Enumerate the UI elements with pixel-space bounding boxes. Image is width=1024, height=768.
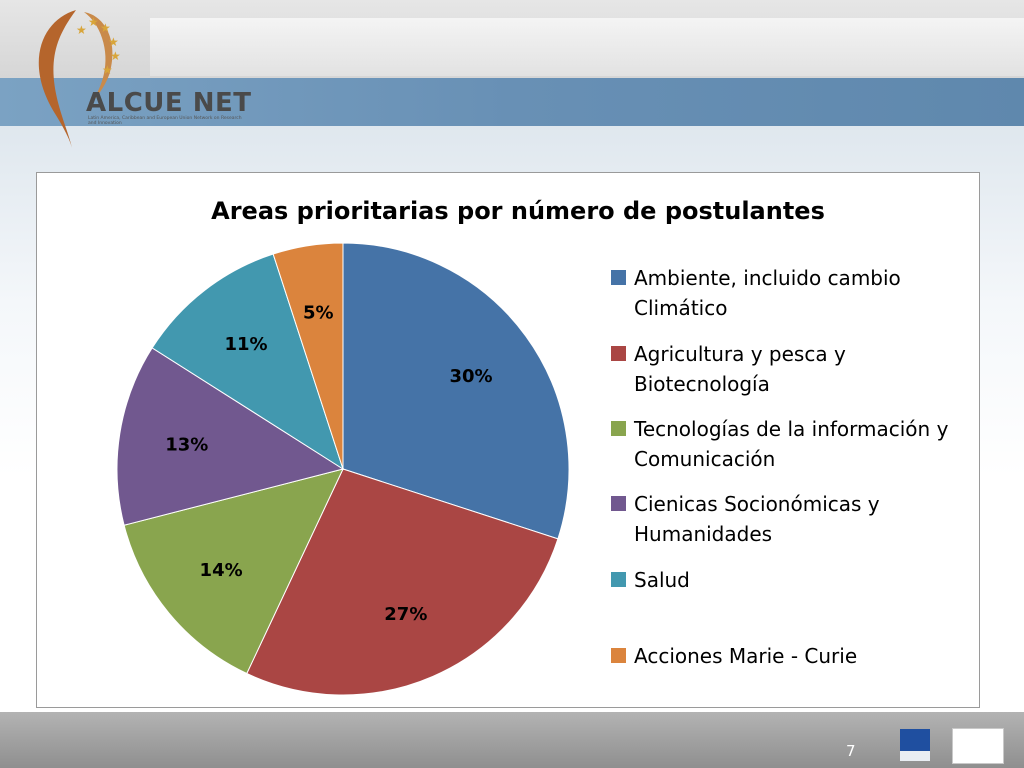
svg-text:★: ★ bbox=[110, 49, 121, 63]
legend-swatch bbox=[611, 346, 626, 361]
svg-text:★: ★ bbox=[88, 15, 99, 29]
fp7-logo-icon bbox=[952, 728, 1004, 764]
pie-slice bbox=[116, 347, 345, 526]
legend-swatch bbox=[611, 496, 626, 511]
svg-text:★: ★ bbox=[76, 23, 87, 37]
pie-slice bbox=[246, 468, 559, 696]
legend-swatch bbox=[611, 648, 626, 663]
logo-text: ALCUE NET bbox=[86, 88, 252, 118]
chart-title: Areas prioritarias por número de postula… bbox=[211, 197, 825, 225]
header-band bbox=[0, 78, 1024, 126]
pie-data-label: 30% bbox=[449, 366, 492, 387]
pie-data-label: 14% bbox=[200, 560, 243, 581]
legend-label: Agricultura y pesca y Biotecnología bbox=[634, 342, 846, 396]
pie-slice bbox=[342, 242, 570, 540]
legend-label: Ambiente, incluido cambio Climático bbox=[634, 266, 901, 320]
svg-text:★: ★ bbox=[102, 63, 113, 77]
pie-data-label: 27% bbox=[384, 604, 427, 625]
legend-swatch bbox=[611, 421, 626, 436]
page-number: 7 bbox=[846, 742, 856, 760]
logo-subtitle: Latin America, Caribbean and European Un… bbox=[88, 116, 242, 126]
pie-data-label: 11% bbox=[224, 334, 267, 355]
pie-chart: 30% 27% 14% 13% 11% 5% bbox=[116, 242, 570, 696]
legend-swatch bbox=[611, 270, 626, 285]
pie-data-label: 5% bbox=[303, 303, 334, 324]
legend-label: Cienicas Socionómicas y Humanidades bbox=[634, 492, 880, 546]
pie-slice bbox=[151, 253, 344, 471]
header-strip bbox=[150, 18, 1024, 76]
svg-text:★: ★ bbox=[108, 35, 119, 49]
legend-label: Tecnologías de la información y Comunicac… bbox=[634, 417, 949, 471]
legend-label: Salud bbox=[634, 568, 690, 592]
eu-flag-label-icon bbox=[900, 751, 930, 761]
pie-data-label: 13% bbox=[165, 434, 208, 455]
eu-flag-icon bbox=[900, 729, 930, 751]
pie-slice bbox=[272, 242, 344, 470]
legend-label: Acciones Marie - Curie bbox=[634, 644, 858, 668]
logo-swoosh-icon: ★ ★ ★ ★ ★ ★ bbox=[38, 10, 121, 148]
legend-swatch bbox=[611, 572, 626, 587]
svg-text:★: ★ bbox=[100, 21, 111, 35]
chart-frame: Areas prioritarias por número de postula… bbox=[36, 172, 980, 708]
pie-slice bbox=[123, 468, 344, 675]
footer-bar bbox=[0, 712, 1024, 768]
